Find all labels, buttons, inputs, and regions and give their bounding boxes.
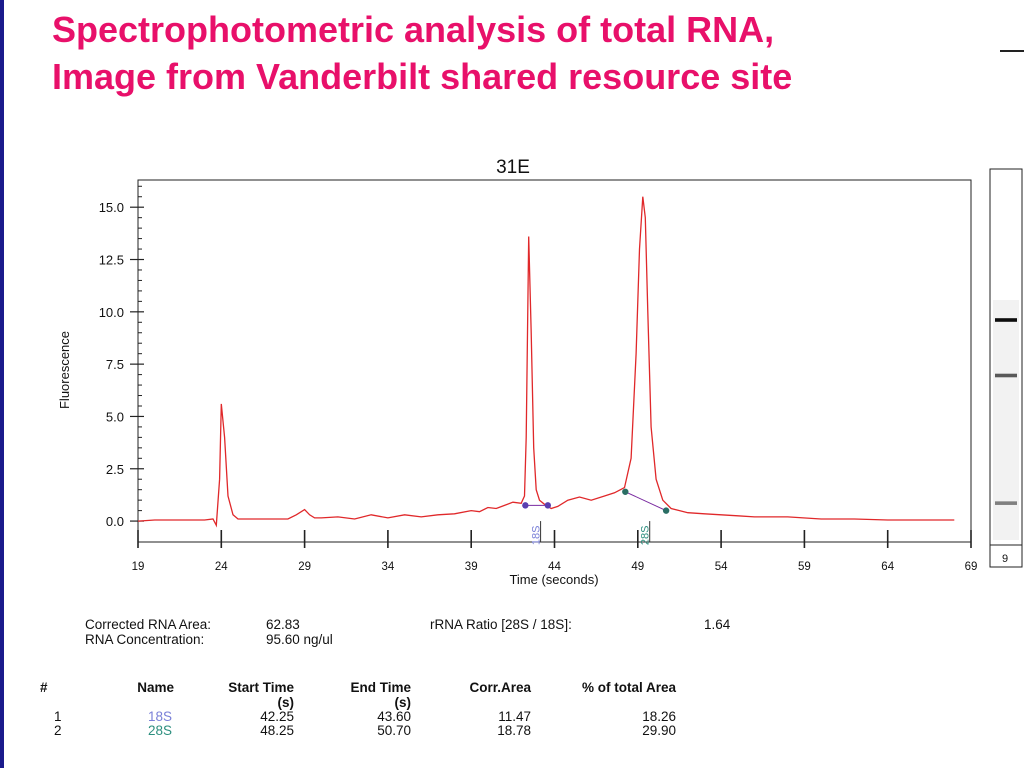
x-tick-label: 39: [465, 561, 478, 573]
x-tick-label: 19: [132, 561, 145, 573]
row-name: 18S: [147, 709, 172, 724]
peak-start-marker: [622, 488, 629, 495]
y-tick-label: 7.5: [106, 357, 124, 372]
fluorescence-trace: [137, 196, 955, 528]
peak-label: 28S: [640, 525, 652, 545]
y-tick-label: 5.0: [106, 409, 124, 424]
col-header-start-time: Start Time (s): [174, 680, 294, 710]
slide-title-line-2: Image from Vanderbilt shared resource si…: [52, 56, 793, 97]
col-header-pct-area: % of total Area: [581, 680, 676, 695]
y-tick-label: 2.5: [106, 462, 124, 477]
peak-start-marker: [522, 502, 529, 509]
gel-band: [995, 318, 1017, 322]
row-start-time: 48.25: [260, 723, 294, 738]
y-tick-label: 10.0: [99, 305, 124, 320]
x-tick-label: 49: [631, 561, 644, 573]
peak-label: 18S: [531, 525, 543, 545]
x-tick-label: 44: [548, 561, 561, 573]
peak-table: # Name Start Time (s) End Time (s) Corr.Ar…: [40, 680, 676, 738]
y-axis-label: Fluorescence: [57, 331, 72, 409]
peak-baseline: [625, 491, 667, 512]
concentration-label: RNA Concentration:: [85, 632, 205, 647]
gel-lane-background: [993, 300, 1019, 540]
table-header-row: # Name Start Time (s) End Time (s) Corr.Ar…: [40, 680, 676, 710]
rrna-ratio-label: rRNA Ratio [28S / 18S]:: [430, 617, 572, 632]
peak-end-marker: [662, 507, 670, 514]
rrna-ratio-value: 1.64: [704, 617, 731, 632]
chart-title: 31E: [496, 157, 530, 178]
peak-markers: 18S 28S: [522, 488, 670, 545]
x-tick-label: 69: [965, 561, 978, 573]
gel-lane: 9: [989, 168, 1023, 568]
col-header-corr-area: Corr.Area: [469, 680, 531, 695]
corrected-area-value: 62.83: [266, 617, 300, 632]
col-unit-start-time: (s): [277, 695, 295, 710]
title-rule: [1000, 50, 1024, 52]
y-tick-label: 12.5: [99, 253, 124, 268]
y-tick-label: 15.0: [99, 200, 124, 215]
row-start-time: 42.25: [260, 709, 294, 724]
row-corr-area: 18.78: [497, 723, 531, 738]
row-end-time: 43.60: [377, 709, 411, 724]
plot-frame: [137, 179, 972, 543]
slide-edge-bar: [0, 0, 4, 768]
row-pct-area: 29.90: [642, 723, 676, 738]
col-header-number: #: [40, 680, 48, 695]
row-pct-area: 18.26: [642, 709, 676, 724]
gel-band: [995, 501, 1017, 505]
electropherogram-chart: 31E 0.0 2.5 5.0 7.5 10.0 12.5 15.0 19 24 29 34 39 4…: [57, 157, 1023, 587]
y-tick-label: 0.0: [106, 514, 124, 529]
corrected-area-label: Corrected RNA Area:: [85, 617, 212, 632]
x-axis: 19 24 29 34 39 44 49 54 59 64 69: [132, 530, 978, 573]
gel-band: [995, 373, 1017, 378]
slide-title-line-1: Spectrophotometric analysis of total RNA…: [52, 9, 775, 50]
col-header-end-time: End Time (s): [294, 680, 411, 710]
x-tick-label: 24: [215, 561, 228, 573]
row-number: 1: [54, 709, 62, 724]
x-tick-label: 59: [798, 561, 811, 573]
col-unit-end-time: (s): [394, 695, 412, 710]
row-corr-area: 11.47: [498, 709, 531, 724]
x-tick-label: 54: [715, 561, 728, 573]
row-name: 28S: [147, 723, 172, 738]
concentration-value: 95.60 ng/ul: [266, 632, 333, 647]
row-end-time: 50.70: [377, 723, 411, 738]
gel-lane-label: 9: [1002, 553, 1008, 565]
peak-end-marker: [544, 502, 552, 509]
col-header-name: Name: [137, 680, 174, 695]
x-axis-label: Time (seconds): [509, 572, 598, 587]
row-number: 2: [54, 723, 62, 738]
y-axis: 0.0 2.5 5.0 7.5 10.0 12.5 15.0: [99, 185, 144, 529]
x-tick-label: 64: [881, 561, 894, 573]
slide-title: Spectrophotometric analysis of total RNA…: [52, 6, 992, 100]
x-tick-label: 29: [298, 561, 311, 573]
x-tick-label: 34: [382, 561, 395, 573]
table-row: 1 18S 42.25 43.60 11.47 18.26: [40, 710, 676, 724]
table-row: 2 28S 48.25 50.70 18.78 29.90: [40, 724, 676, 738]
